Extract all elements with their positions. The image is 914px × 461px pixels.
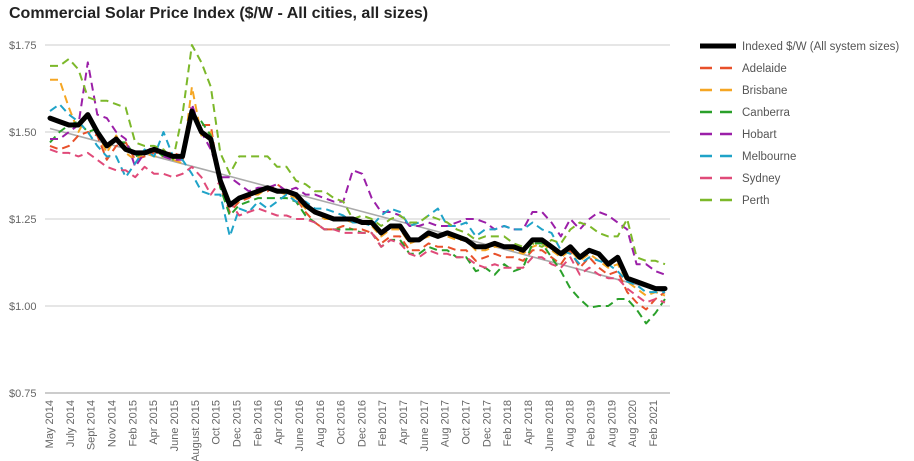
legend-label-adelaide: Adelaide	[742, 63, 787, 75]
x-tick-label: Apr 2016	[273, 400, 285, 445]
x-tick-label: Apr 2018	[523, 400, 535, 445]
x-tick-label: Apr 2015	[148, 400, 160, 445]
chart-title: Commercial Solar Price Index ($/W - All …	[9, 5, 429, 22]
series-line-hobart	[50, 61, 666, 276]
x-tick-label: Feb 2017	[377, 400, 389, 446]
y-tick-label: $1.75	[9, 40, 37, 52]
x-tick-label: June 2017	[419, 400, 431, 451]
x-tick-label: Oct 2017	[461, 400, 473, 445]
legend-label-indexed-w-all-system-sizes: Indexed $/W (All system sizes)	[742, 41, 899, 53]
x-tick-label: Aug 2017	[440, 400, 452, 447]
legend: Indexed $/W (All system sizes) Adelaide Br…	[700, 41, 899, 207]
x-tick-label: Dec 2016	[356, 400, 368, 447]
series-line-adelaide	[49, 113, 666, 311]
series-line-indexed-w-all-system-sizes	[47, 108, 668, 292]
legend-label-canberra: Canberra	[742, 107, 791, 119]
x-tick-label: June 2016	[294, 400, 306, 451]
x-tick-label: Dec 2015	[231, 400, 243, 447]
x-tick-label: Aug 2016	[315, 400, 327, 447]
legend-label-hobart: Hobart	[742, 129, 777, 141]
x-tick-label: Oct 2015	[211, 400, 223, 445]
x-tick-label: June 2018	[544, 400, 556, 451]
y-axis-ticks: $0.75 $1.00 $1.25 $1.50 $1.75	[9, 40, 37, 400]
x-tick-label: August 2015	[190, 400, 202, 461]
x-tick-label: Nov 2014	[106, 400, 118, 447]
series-lines	[47, 44, 668, 325]
x-tick-label: June 2015	[169, 400, 181, 451]
legend-label-perth: Perth	[742, 195, 770, 207]
x-tick-label: July 2014	[65, 400, 77, 447]
y-tick-label: $1.25	[9, 214, 37, 226]
x-tick-label: Sept 2014	[86, 400, 98, 450]
y-tick-label: $1.00	[9, 301, 37, 313]
x-tick-label: Apr 2017	[398, 400, 410, 445]
x-tick-label: Aug 2019	[606, 400, 618, 447]
x-tick-label: Aug 2018	[565, 400, 577, 447]
legend-label-sydney: Sydney	[742, 173, 781, 185]
x-axis-ticks: May 2014 July 2014 Sept 2014 Nov 2014 Feb 20…	[44, 400, 660, 461]
y-tick-label: $0.75	[9, 388, 37, 400]
x-tick-label: Feb 2015	[127, 400, 139, 446]
series-line-sydney	[49, 148, 666, 304]
x-tick-label: Aug 2020	[627, 400, 639, 447]
series-line-melbourne	[49, 103, 665, 294]
legend-label-melbourne: Melbourne	[742, 151, 796, 163]
x-tick-label: Feb 2018	[502, 400, 514, 446]
x-tick-label: May 2014	[44, 400, 56, 448]
y-tick-label: $1.50	[9, 127, 37, 139]
x-tick-label: Feb 2016	[252, 400, 264, 446]
series-line-perth	[50, 44, 666, 266]
x-tick-label: Feb 2019	[586, 400, 598, 446]
x-tick-label: Oct 2016	[336, 400, 348, 445]
legend-label-brisbane: Brisbane	[742, 85, 787, 97]
x-tick-label: Dec 2017	[481, 400, 493, 447]
x-tick-label: Feb 2021	[648, 400, 660, 446]
